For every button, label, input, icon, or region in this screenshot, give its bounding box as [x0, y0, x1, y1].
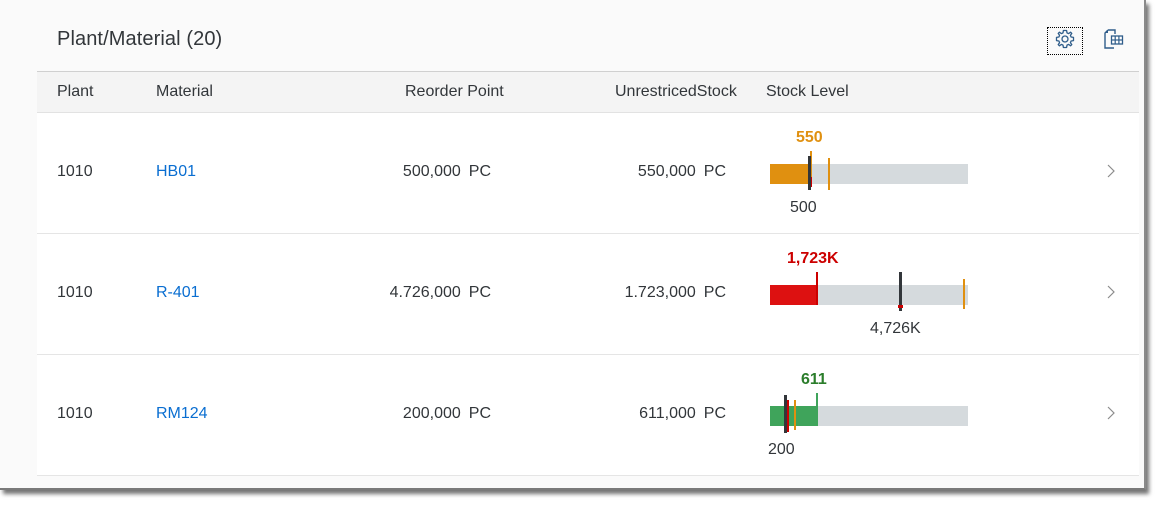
settings-button[interactable]: [1047, 27, 1083, 55]
unrestricted-stock-cell: 550,000 PC: [638, 163, 726, 181]
plant-cell: 1010: [57, 284, 93, 301]
table-title: Plant/Material (20): [57, 28, 223, 50]
reorder-point-unit: PC: [468, 405, 491, 422]
target-marker: [899, 272, 902, 311]
actual-value-label: 550: [796, 129, 823, 146]
plant-material-panel: Plant/Material (20): [0, 0, 1146, 490]
plant-material-table: Plant Material Reorder Point Unrestriced…: [37, 71, 1139, 476]
unrestricted-stock-cell: 611,000 PC: [639, 405, 726, 423]
chevron-right-icon[interactable]: [1105, 403, 1117, 423]
table-row[interactable]: 1010 R-401 4.726,000 PC 1.723,000 PC 1,723…: [37, 234, 1139, 355]
actual-value-marker: [816, 393, 818, 426]
gear-icon: [1054, 28, 1076, 55]
reorder-point-cell: 500,000 PC: [403, 163, 491, 181]
table-header-row: Plant Material Reorder Point Unrestriced…: [37, 71, 1139, 113]
column-header-stock-level[interactable]: Stock Level: [766, 83, 849, 100]
actual-value-label: 611: [801, 371, 827, 388]
spreadsheet-export-icon: [1102, 27, 1126, 56]
reorder-point-value: 200,000: [402, 405, 461, 422]
column-header-reorder-point[interactable]: Reorder Point: [405, 83, 504, 100]
reorder-point-cell: 200,000 PC: [403, 405, 491, 423]
actual-value-bar: [770, 285, 817, 305]
bullet-track: [770, 285, 968, 305]
stock-level-bullet-chart: 550 500: [770, 113, 970, 234]
critical-threshold-marker: [810, 177, 812, 187]
warning-threshold-marker: [828, 158, 830, 190]
bullet-track: [770, 406, 968, 426]
critical-threshold-marker: [787, 400, 789, 432]
reorder-point-unit: PC: [468, 284, 491, 301]
column-header-material[interactable]: Material: [156, 83, 213, 100]
unrestricted-stock-value: 550,000: [637, 163, 696, 180]
actual-value-marker: [816, 272, 818, 305]
export-to-spreadsheet-button[interactable]: [1096, 27, 1132, 55]
warning-threshold-marker: [963, 279, 965, 309]
material-link[interactable]: RM124: [156, 405, 208, 422]
column-header-unrestricted-stock[interactable]: UnrestricedStock: [615, 83, 737, 100]
table-row[interactable]: 1010 HB01 500,000 PC 550,000 PC 550 500: [37, 113, 1139, 234]
reorder-point-unit: PC: [468, 163, 491, 180]
material-link[interactable]: HB01: [156, 163, 197, 180]
target-value-label: 500: [790, 199, 817, 216]
actual-value-label: 1,723K: [787, 250, 839, 267]
table-row[interactable]: 1010 RM124 200,000 PC 611,000 PC 611 200: [37, 355, 1139, 476]
unrestricted-stock-value: 1.723,000: [624, 284, 696, 301]
target-value-label: 200: [768, 441, 795, 458]
stock-level-bullet-chart: 1,723K 4,726K: [770, 234, 970, 355]
actual-value-bar: [770, 164, 810, 184]
actual-value-marker: [810, 151, 812, 184]
plant-cell: 1010: [57, 163, 93, 180]
plant-cell: 1010: [57, 405, 93, 422]
bullet-track: [770, 164, 968, 184]
reorder-point-value: 4.726,000: [389, 284, 461, 301]
reorder-point-cell: 4.726,000 PC: [390, 284, 491, 302]
table-body: 1010 HB01 500,000 PC 550,000 PC 550 500: [37, 113, 1139, 476]
stock-level-bullet-chart: 611 200: [768, 355, 970, 476]
table-toolbar: Plant/Material (20): [0, 0, 1144, 72]
unrestricted-stock-unit: PC: [703, 405, 726, 422]
unrestricted-stock-value: 611,000: [639, 405, 696, 422]
warning-threshold-marker: [794, 400, 796, 430]
critical-threshold-marker: [898, 305, 903, 308]
unrestricted-stock-unit: PC: [703, 163, 726, 180]
material-link[interactable]: R-401: [156, 284, 200, 301]
chevron-right-icon[interactable]: [1105, 161, 1117, 181]
chevron-right-icon[interactable]: [1105, 282, 1117, 302]
reorder-point-value: 500,000: [402, 163, 461, 180]
unrestricted-stock-cell: 1.723,000 PC: [625, 284, 726, 302]
target-value-label: 4,726K: [870, 320, 921, 337]
target-marker: [808, 156, 811, 190]
unrestricted-stock-unit: PC: [703, 284, 726, 301]
column-header-plant[interactable]: Plant: [57, 83, 94, 100]
target-marker: [784, 395, 787, 433]
